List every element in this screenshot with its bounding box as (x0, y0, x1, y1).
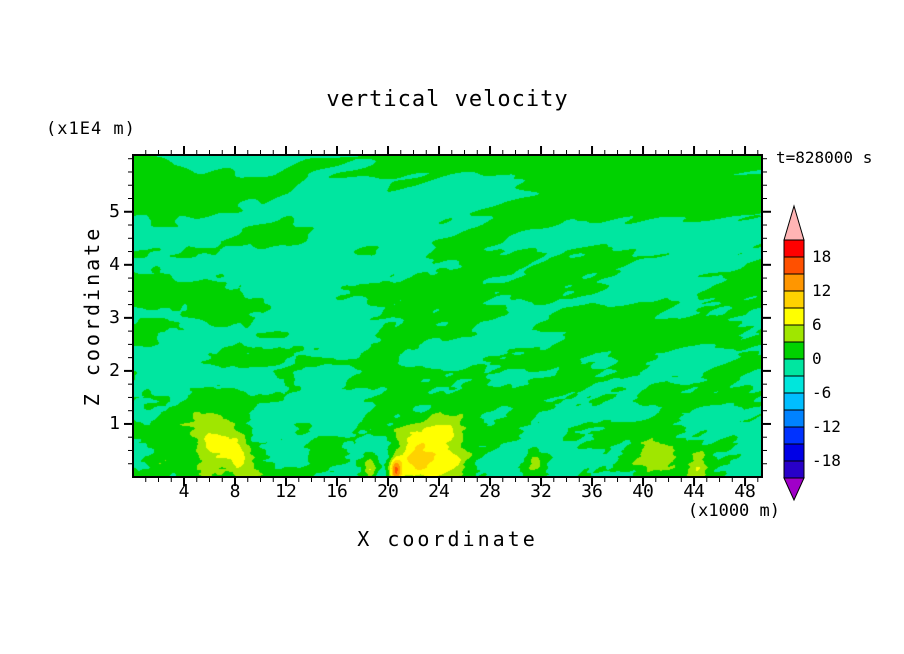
minor-ticks (128, 150, 767, 482)
x-axis-unit-label: (x1000 m) (687, 501, 780, 521)
x-tick-label: 40 (632, 481, 654, 502)
x-tick-label: 28 (479, 481, 501, 502)
x-tick-label: 32 (530, 481, 552, 502)
colorbar-band (783, 426, 805, 445)
y-tick-label: 1 (109, 412, 120, 434)
colorbar-label: -12 (812, 417, 841, 436)
y-tick-label: 5 (109, 200, 120, 222)
colorbar-under-arrow (783, 477, 805, 502)
x-axis-title: X coordinate (357, 527, 538, 551)
chart-title: vertical velocity (326, 87, 569, 112)
colorbar-label: 0 (812, 349, 822, 368)
colorbar-label: -18 (812, 451, 841, 470)
x-tick-label: 4 (178, 481, 190, 502)
x-tick-label: 20 (377, 481, 399, 502)
colorbar-band (783, 409, 805, 428)
x-tick-label: 44 (683, 481, 705, 502)
colorbar-band (783, 307, 805, 326)
y-tick-label: 4 (109, 253, 120, 275)
plot-frame (132, 154, 763, 478)
x-tick-label: 12 (275, 481, 297, 502)
colorbar-label: 6 (812, 315, 822, 334)
colorbar-label: 12 (812, 281, 832, 300)
x-tick-label: 36 (581, 481, 603, 502)
colorbar-band (783, 341, 805, 360)
y-tick-label: 2 (109, 359, 120, 381)
colorbar-band (783, 324, 805, 343)
x-tick-label: 16 (326, 481, 348, 502)
contour-field-canvas (133, 155, 762, 477)
colorbar-band (783, 256, 805, 275)
x-tick-label: 8 (229, 481, 241, 502)
colorbar-label: -6 (812, 383, 832, 402)
colorbar-band (783, 290, 805, 309)
y-axis-unit-label: (x1E4 m) (46, 119, 136, 139)
colorbar-label: 18 (812, 247, 832, 266)
major-ticks (124, 146, 771, 486)
y-tick-label: 3 (109, 306, 120, 328)
colorbar-band (783, 273, 805, 292)
colorbar-band (783, 358, 805, 377)
colorbar-band (783, 375, 805, 394)
x-tick-label: 48 (734, 481, 756, 502)
colorbar-over-arrow (783, 204, 805, 241)
colorbar-band (783, 239, 805, 258)
colorbar-band (783, 443, 805, 462)
colorbar-band (783, 392, 805, 411)
time-label: t=828000 s (776, 148, 873, 167)
colorbar-band (783, 460, 805, 479)
y-axis-title: Z coordinate (80, 225, 104, 407)
x-tick-label: 24 (428, 481, 450, 502)
